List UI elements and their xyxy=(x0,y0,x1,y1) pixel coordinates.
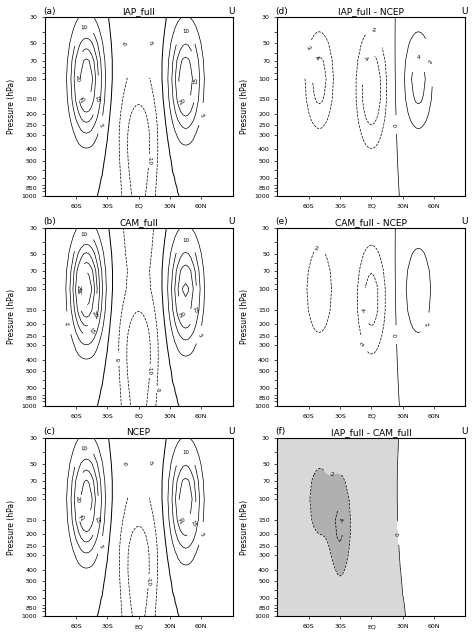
Text: U: U xyxy=(461,217,467,226)
Text: 5: 5 xyxy=(66,322,72,326)
Text: 0: 0 xyxy=(396,532,401,536)
Text: 10: 10 xyxy=(182,238,189,243)
Y-axis label: Pressure (hPa): Pressure (hPa) xyxy=(240,499,249,555)
Text: 15: 15 xyxy=(87,327,96,336)
Text: (b): (b) xyxy=(43,217,55,226)
Text: U: U xyxy=(228,217,235,226)
Y-axis label: Pressure (hPa): Pressure (hPa) xyxy=(240,80,249,134)
Text: 4: 4 xyxy=(417,55,420,60)
Text: (e): (e) xyxy=(275,217,288,226)
Text: 30: 30 xyxy=(79,287,84,294)
Text: -4: -4 xyxy=(340,516,346,523)
Text: 5: 5 xyxy=(98,123,103,128)
Title: IAP_full - CAM_full: IAP_full - CAM_full xyxy=(331,428,412,437)
Text: 25: 25 xyxy=(75,286,81,293)
Y-axis label: Pressure (hPa): Pressure (hPa) xyxy=(7,499,16,555)
Text: 5: 5 xyxy=(198,532,204,537)
Text: 10: 10 xyxy=(80,25,88,31)
Text: U: U xyxy=(228,427,235,436)
Text: 20: 20 xyxy=(74,495,80,502)
Text: U: U xyxy=(461,6,467,16)
Text: -4: -4 xyxy=(363,56,370,63)
Text: -4: -4 xyxy=(362,307,368,313)
Y-axis label: Pressure (hPa): Pressure (hPa) xyxy=(7,289,16,345)
Text: 10: 10 xyxy=(80,446,88,452)
Text: 10: 10 xyxy=(80,232,87,237)
Text: 15: 15 xyxy=(191,305,199,314)
Text: -5: -5 xyxy=(147,460,154,467)
Text: -5: -5 xyxy=(147,40,155,47)
Text: (f): (f) xyxy=(275,427,286,436)
Text: 5: 5 xyxy=(98,543,103,548)
Text: 2: 2 xyxy=(428,60,435,65)
Title: NCEP: NCEP xyxy=(127,428,151,437)
Text: 0: 0 xyxy=(394,334,399,338)
Text: -5: -5 xyxy=(123,460,130,467)
Y-axis label: Pressure (hPa): Pressure (hPa) xyxy=(7,80,16,134)
Text: -2: -2 xyxy=(305,45,312,52)
Text: 2: 2 xyxy=(422,321,428,327)
Text: -2: -2 xyxy=(371,28,377,33)
Text: 15: 15 xyxy=(190,519,197,528)
Y-axis label: Pressure (hPa): Pressure (hPa) xyxy=(240,289,249,345)
Text: 20: 20 xyxy=(179,98,187,106)
Text: -10: -10 xyxy=(146,156,152,165)
Text: U: U xyxy=(461,427,467,436)
Text: U: U xyxy=(228,6,235,16)
Text: 15: 15 xyxy=(94,516,100,524)
Text: -10: -10 xyxy=(146,576,151,586)
Text: -4: -4 xyxy=(313,55,320,62)
Text: -5: -5 xyxy=(155,387,159,392)
Text: 10: 10 xyxy=(182,29,189,34)
Text: 20: 20 xyxy=(74,75,80,83)
Text: -2: -2 xyxy=(329,472,335,477)
Text: -5: -5 xyxy=(123,40,130,47)
Text: -2: -2 xyxy=(360,341,367,348)
Text: 5: 5 xyxy=(198,113,204,118)
Text: 20: 20 xyxy=(91,310,98,319)
Text: -10: -10 xyxy=(147,366,153,375)
Text: -5: -5 xyxy=(116,357,121,363)
Title: IAP_full: IAP_full xyxy=(122,8,155,17)
Title: CAM_full - NCEP: CAM_full - NCEP xyxy=(336,218,407,227)
Text: (d): (d) xyxy=(275,6,288,16)
Text: 15: 15 xyxy=(94,95,100,104)
Text: -2: -2 xyxy=(314,246,319,252)
Text: 20: 20 xyxy=(179,517,187,525)
Text: 0: 0 xyxy=(394,123,399,127)
Text: 15: 15 xyxy=(193,77,199,84)
Text: (a): (a) xyxy=(43,6,55,16)
Text: 10: 10 xyxy=(182,450,189,455)
Text: 25: 25 xyxy=(80,95,88,104)
Text: 25: 25 xyxy=(80,514,88,522)
Title: IAP_full - NCEP: IAP_full - NCEP xyxy=(338,8,404,17)
Text: 20: 20 xyxy=(179,311,187,319)
Title: CAM_full: CAM_full xyxy=(119,218,158,227)
Text: 5: 5 xyxy=(196,333,202,338)
Text: (c): (c) xyxy=(43,427,55,436)
